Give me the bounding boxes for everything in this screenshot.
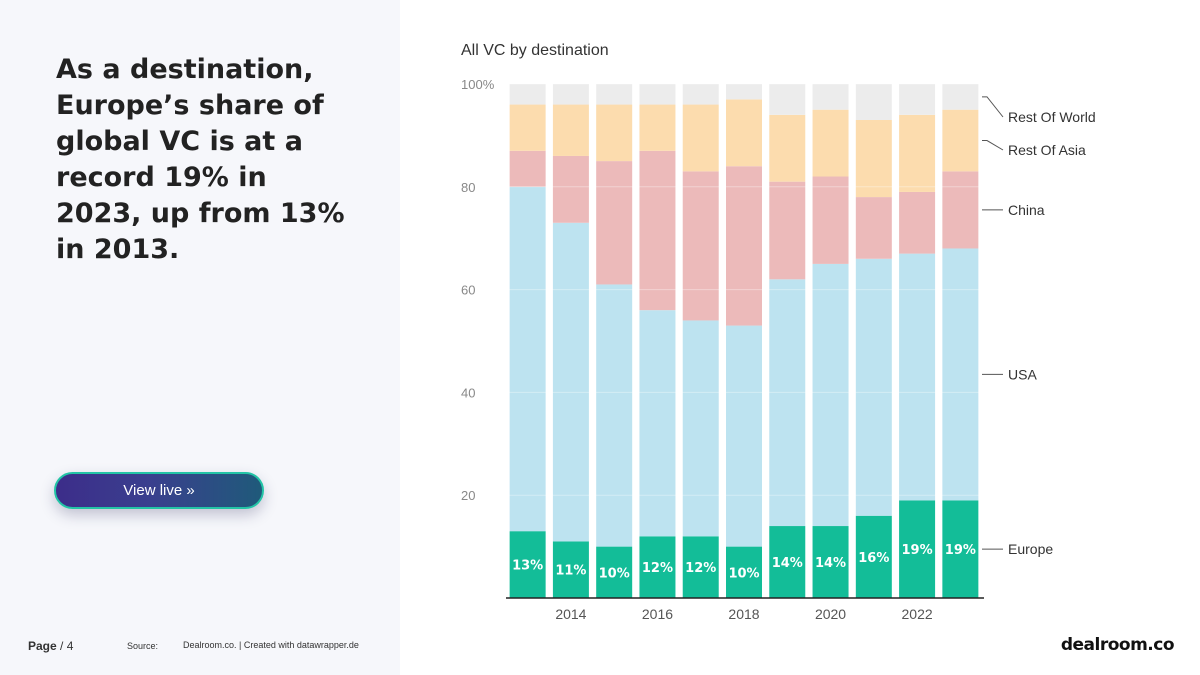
y-tick-label-60: 60	[461, 283, 475, 298]
data-label-europe-2016: 12%	[642, 561, 673, 576]
bar-usa-2020	[812, 263, 849, 527]
view-live-button[interactable]: View live »	[54, 472, 264, 509]
bar-china-2014	[552, 155, 589, 223]
bar-rest-of-world-2015	[596, 84, 633, 105]
bar-rest-of-world-2019	[769, 84, 806, 115]
bar-rest-of-asia-2019	[769, 114, 806, 182]
bar-china-2021	[855, 197, 892, 259]
leader-line-rest-of-asia	[982, 140, 1004, 151]
bar-usa-2013	[509, 186, 546, 532]
bar-rest-of-world-2016	[639, 84, 676, 105]
y-tick-label-80: 80	[461, 180, 475, 195]
bar-usa-2023	[942, 248, 979, 501]
bar-usa-2019	[769, 279, 806, 527]
x-tick-label-2020: 2020	[815, 606, 846, 622]
x-tick-label-2018: 2018	[728, 606, 759, 622]
page-label: Page	[28, 639, 57, 653]
bar-usa-2014	[552, 222, 589, 542]
legend-label-rest-of-asia: Rest Of Asia	[1008, 142, 1086, 158]
data-label-europe-2020: 14%	[815, 556, 846, 571]
bar-usa-2016	[639, 310, 676, 537]
x-tick-label-2022: 2022	[902, 606, 933, 622]
bar-rest-of-asia-2015	[596, 104, 633, 162]
bar-china-2022	[899, 191, 936, 254]
y-tick-label-100: 100%	[461, 77, 495, 92]
bar-rest-of-world-2020	[812, 84, 849, 110]
bar-rest-of-asia-2017	[682, 104, 719, 172]
page-number: / 4	[60, 639, 74, 653]
bar-europe-2017	[682, 536, 719, 598]
data-label-europe-2021: 16%	[858, 551, 889, 566]
source-text: Dealroom.co. | Created with datawrapper.…	[183, 640, 359, 650]
data-label-europe-2014: 11%	[555, 564, 586, 579]
bar-rest-of-asia-2013	[509, 104, 546, 151]
bar-rest-of-world-2021	[855, 84, 892, 120]
chart-title: All VC by destination	[461, 42, 609, 59]
bar-usa-2015	[596, 284, 633, 547]
bar-usa-2017	[682, 320, 719, 537]
bar-rest-of-world-2013	[509, 84, 546, 105]
bar-europe-2018	[726, 546, 762, 598]
bar-europe-2021	[855, 515, 892, 598]
bar-rest-of-world-2022	[899, 84, 936, 115]
legend-label-usa: USA	[1008, 366, 1037, 382]
bar-china-2019	[769, 181, 806, 280]
x-tick-label-2016: 2016	[642, 606, 673, 622]
y-tick-label-40: 40	[461, 385, 475, 400]
data-label-europe-2022: 19%	[902, 543, 933, 558]
dealroom-logo: dealroom.co	[1060, 635, 1175, 655]
bar-rest-of-asia-2021	[855, 119, 892, 198]
bar-china-2020	[812, 176, 849, 264]
bar-europe-2020	[812, 526, 849, 598]
bar-usa-2022	[899, 253, 936, 501]
bar-usa-2018	[726, 325, 762, 547]
bar-europe-2013	[509, 531, 546, 598]
y-tick-label-20: 20	[461, 488, 475, 503]
bar-europe-2015	[596, 546, 633, 598]
bar-china-2016	[639, 150, 676, 311]
bar-rest-of-asia-2016	[639, 104, 676, 151]
bar-usa-2021	[855, 258, 892, 516]
bar-china-2018	[726, 166, 762, 326]
bar-china-2023	[942, 171, 979, 249]
bar-china-2015	[596, 161, 633, 285]
bar-europe-2019	[769, 526, 806, 598]
bar-rest-of-asia-2023	[942, 109, 979, 172]
bar-rest-of-asia-2014	[552, 104, 589, 156]
page-indicator: Page / 4	[28, 639, 73, 653]
bar-rest-of-asia-2018	[726, 99, 762, 167]
bar-rest-of-world-2023	[942, 84, 979, 110]
bar-rest-of-asia-2020	[812, 109, 849, 177]
leader-line-rest-of-world	[982, 96, 1004, 118]
bar-rest-of-world-2014	[552, 84, 589, 105]
bar-europe-2023	[942, 500, 979, 598]
data-label-europe-2013: 13%	[512, 559, 543, 574]
legend-label-europe: Europe	[1008, 541, 1053, 557]
headline: As a destination, Europe’s share of glob…	[56, 54, 345, 265]
x-tick-label-2014: 2014	[555, 606, 586, 622]
data-label-europe-2019: 14%	[772, 556, 803, 571]
bar-europe-2014	[552, 541, 589, 598]
legend-label-china: China	[1008, 202, 1045, 218]
bar-china-2017	[682, 171, 719, 321]
bar-europe-2016	[639, 536, 676, 598]
bar-rest-of-world-2018	[726, 84, 762, 100]
bar-europe-2022	[899, 500, 936, 598]
data-label-europe-2018: 10%	[728, 566, 759, 581]
source-label: Source:	[127, 641, 159, 651]
bar-rest-of-world-2017	[682, 84, 719, 105]
data-label-europe-2015: 10%	[599, 566, 630, 581]
left-panel	[0, 0, 400, 675]
legend-label-rest-of-world: Rest Of World	[1008, 109, 1096, 125]
data-label-europe-2023: 19%	[945, 543, 976, 558]
bar-rest-of-asia-2022	[899, 114, 936, 192]
bar-china-2013	[509, 150, 546, 187]
data-label-europe-2017: 12%	[685, 561, 716, 576]
